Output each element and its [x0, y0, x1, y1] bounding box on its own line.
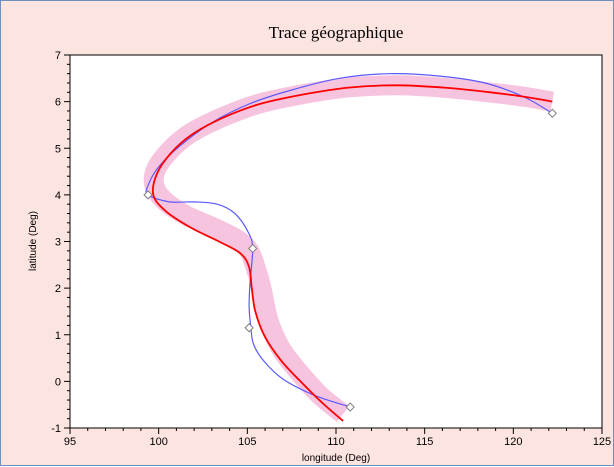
y-tick-label: 1 — [55, 330, 61, 342]
y-tick-label: -1 — [51, 423, 61, 435]
y-tick-label: 5 — [55, 143, 61, 155]
x-tick-label: 100 — [149, 436, 167, 448]
x-tick-label: 115 — [416, 436, 434, 448]
x-tick-label: 125 — [593, 436, 611, 448]
data-point-marker — [345, 402, 355, 412]
data-point-marker — [244, 323, 254, 333]
y-tick-label: 2 — [55, 283, 61, 295]
x-axis-label: longitude (Deg) — [302, 453, 370, 464]
y-tick-label: 6 — [55, 97, 61, 109]
chart-title: Trace géographique — [269, 23, 404, 42]
series-blue-spline — [145, 73, 553, 408]
y-tick-label: 4 — [55, 190, 61, 202]
data-point-marker — [143, 190, 153, 200]
x-tick-label: 95 — [64, 436, 76, 448]
data-point-marker — [547, 108, 558, 118]
y-axis-label: latitude (Deg) — [28, 211, 39, 271]
y-tick-label: 0 — [55, 376, 61, 388]
x-tick-label: 105 — [238, 436, 256, 448]
series-red-fit — [151, 84, 553, 422]
y-tick-label: 7 — [55, 50, 61, 62]
y-tick-label: 3 — [55, 237, 61, 249]
plot-area — [69, 54, 603, 429]
x-tick-label: 110 — [327, 436, 345, 448]
x-tick-label: 120 — [504, 436, 522, 448]
data-point-marker — [247, 243, 258, 254]
